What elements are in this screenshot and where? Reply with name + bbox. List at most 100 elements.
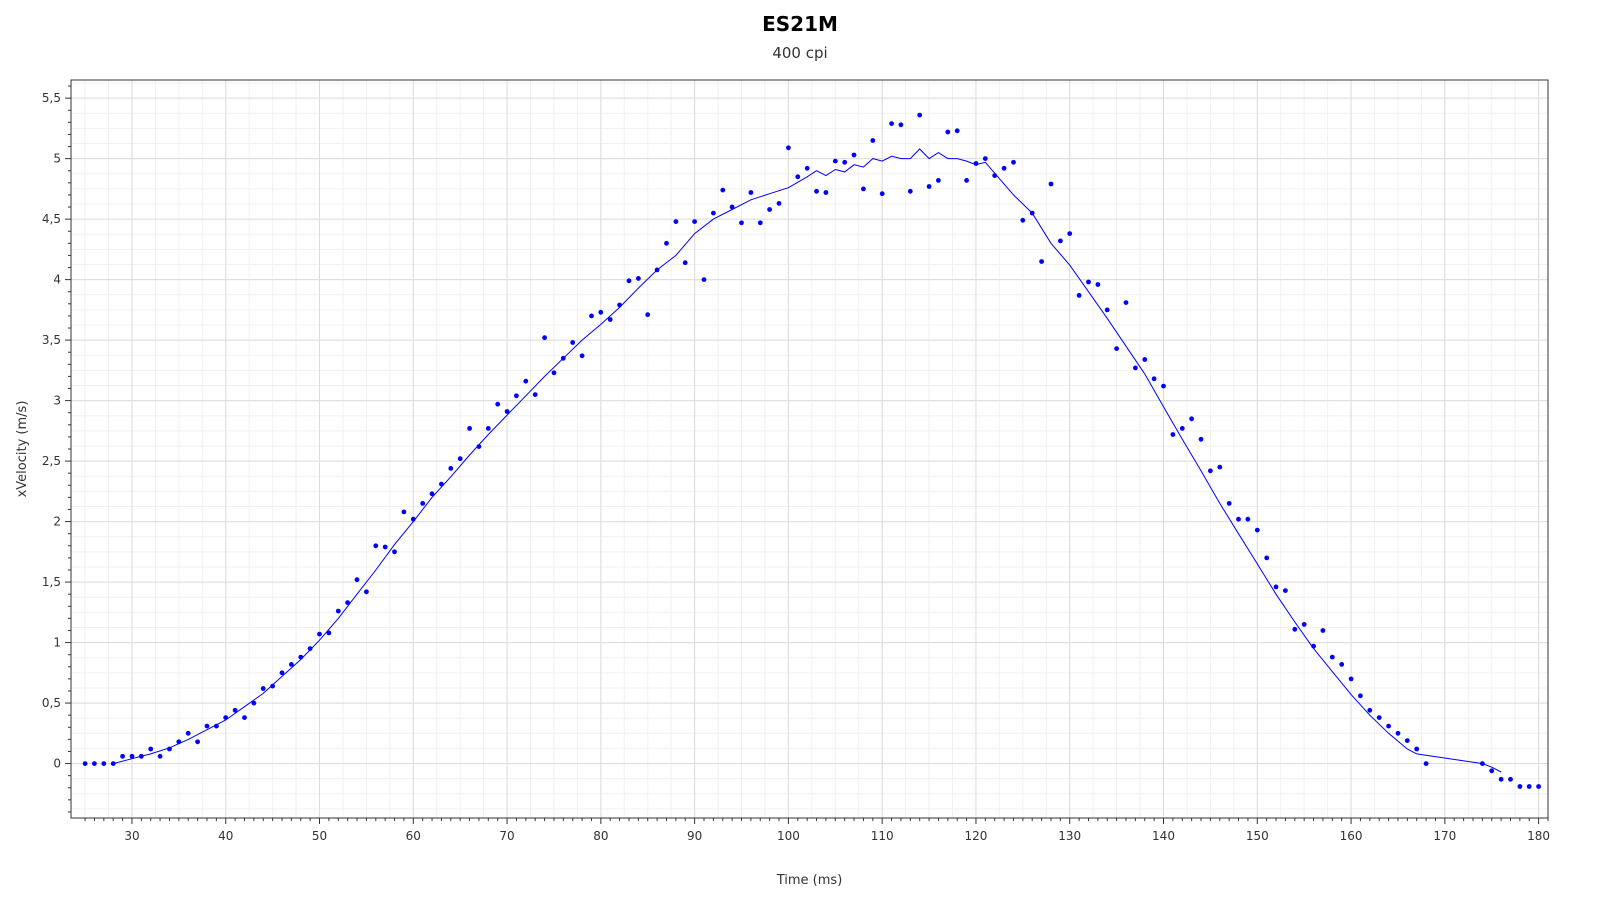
data-point — [120, 753, 125, 759]
data-point — [842, 159, 848, 165]
data-point — [1329, 654, 1335, 660]
data-point — [1161, 383, 1166, 389]
data-point — [364, 589, 369, 595]
data-point — [195, 739, 201, 745]
data-point — [767, 207, 772, 212]
data-point — [1320, 628, 1326, 633]
x-tick-label: 150 — [1246, 829, 1269, 843]
data-point — [889, 121, 894, 126]
data-point — [982, 156, 988, 162]
x-tick-label: 90 — [687, 829, 702, 843]
y-tick-label: 1 — [53, 636, 61, 650]
data-point — [1076, 293, 1082, 298]
data-point — [448, 466, 454, 471]
y-tick-label: 3,5 — [42, 333, 61, 347]
data-point — [1414, 746, 1420, 752]
data-point — [1226, 501, 1232, 506]
data-point — [1283, 588, 1288, 593]
data-point — [101, 761, 107, 766]
data-point — [551, 370, 557, 376]
data-point — [1508, 776, 1513, 782]
data-point — [1179, 426, 1185, 431]
data-point — [607, 317, 613, 322]
data-point — [1198, 436, 1204, 442]
data-point — [467, 426, 472, 431]
data-point — [1526, 784, 1532, 789]
data-point — [532, 392, 538, 397]
data-point — [542, 335, 547, 341]
data-point — [1254, 527, 1260, 533]
data-point — [1020, 217, 1026, 223]
series-line — [113, 148, 1502, 773]
data-point — [1348, 676, 1354, 682]
data-point — [242, 715, 247, 720]
data-point — [748, 190, 754, 195]
data-point — [1395, 730, 1401, 736]
data-point — [814, 188, 819, 194]
data-point — [598, 309, 604, 315]
data-point — [1489, 768, 1495, 774]
data-point — [1208, 468, 1213, 474]
data-point — [523, 378, 529, 384]
data-point — [786, 145, 791, 151]
data-point — [739, 220, 744, 226]
data-point — [917, 112, 923, 118]
data-point — [1498, 776, 1504, 782]
data-point — [954, 128, 960, 134]
data-point — [673, 219, 679, 225]
data-point — [270, 683, 275, 689]
data-point — [804, 165, 810, 171]
data-point — [1086, 279, 1091, 285]
x-tick-label: 50 — [312, 829, 327, 843]
data-point — [711, 210, 716, 216]
data-point — [232, 707, 238, 713]
x-tick-label: 70 — [499, 829, 514, 843]
data-point — [307, 646, 313, 651]
chart-title: ES21M — [762, 12, 838, 36]
data-point — [898, 122, 904, 128]
data-point — [185, 730, 191, 736]
x-tick-label: 110 — [871, 829, 894, 843]
data-point — [936, 178, 941, 183]
data-point — [964, 178, 969, 183]
data-point — [589, 313, 594, 319]
y-axis: 0 0,5 1 1,5 2 2,5 3 3,5 4 4,5 5 5,5 — [42, 80, 72, 818]
data-point — [1245, 516, 1251, 522]
data-point — [1189, 416, 1194, 422]
data-point — [326, 630, 332, 636]
data-point — [907, 188, 913, 194]
y-axis-title: xVelocity (m/s) — [15, 401, 30, 498]
data-point — [1386, 723, 1391, 729]
data-point — [692, 219, 697, 225]
x-tick-label: 80 — [593, 829, 608, 843]
data-point — [204, 723, 210, 729]
data-point — [504, 409, 510, 414]
data-point — [1011, 159, 1016, 165]
series-layer — [82, 112, 1541, 789]
data-point — [317, 631, 322, 637]
data-point — [1217, 464, 1223, 470]
data-point — [776, 201, 782, 206]
data-point — [82, 761, 88, 766]
y-tick-label: 4,5 — [42, 212, 61, 226]
data-point — [514, 393, 519, 399]
data-point — [1133, 365, 1138, 371]
data-point — [1104, 307, 1110, 313]
x-tick-label: 120 — [965, 829, 988, 843]
data-point — [870, 138, 876, 143]
data-point — [879, 191, 885, 197]
data-point — [345, 600, 350, 605]
data-point — [945, 129, 951, 135]
data-point — [1142, 357, 1148, 362]
data-point — [485, 426, 491, 431]
data-point — [861, 186, 866, 192]
data-point — [1339, 662, 1345, 667]
data-point — [157, 753, 163, 759]
data-point — [1517, 784, 1523, 789]
data-point — [720, 187, 726, 193]
data-point — [382, 544, 388, 550]
data-point — [1001, 165, 1007, 171]
chart-subtitle: 400 cpi — [772, 44, 828, 62]
data-point — [664, 240, 669, 246]
data-point — [429, 491, 435, 497]
